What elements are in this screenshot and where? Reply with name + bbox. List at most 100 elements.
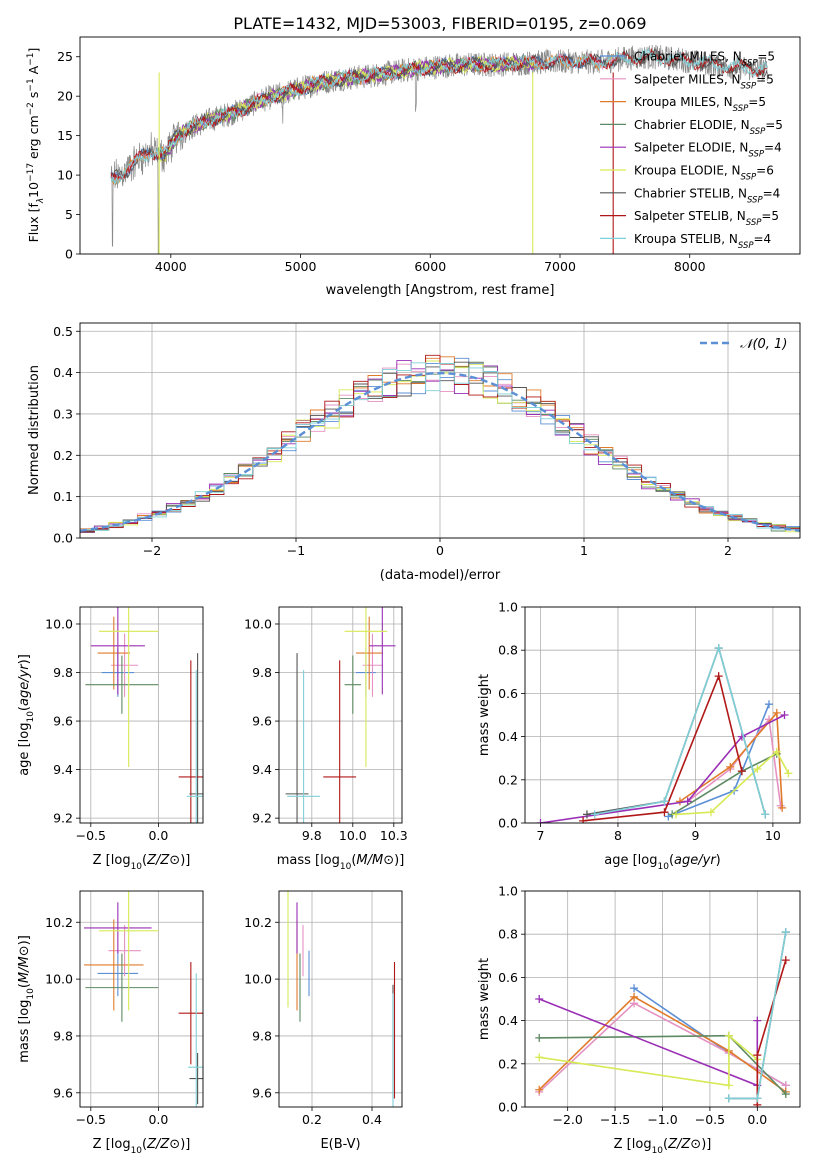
legend-label-kroupa-miles: Kroupa MILES, NSSP=5 [634,95,766,114]
series-marker [714,672,723,681]
mass_vs_Z-ytick-label: 9.8 [53,1028,73,1043]
mass_vs_Z-axes: −0.5 0.0 9.6 9.8 10.0 10.2 Z [log10(Z/Z⊙)] mass… [17,890,204,1156]
age_vs_Z-frame [79,606,204,824]
weight_vs_Z-plot-area [535,928,790,1107]
spectrum-legend: Chabrier MILES, NSSP=5 Salpeter MILES, NS… [600,50,783,251]
weight_vs_age-plot-area [536,644,793,823]
series-marker [660,808,669,817]
mass_vs_Z-point-kroupa-miles [84,919,144,1011]
weight_vs_age-xtick-label: 8 [614,828,622,843]
residuals-xtick-label: −1 [287,543,305,558]
mass_vs_ebv-ytick-label: 9.6 [252,1085,272,1100]
age-mass-xlabel: mass [log10(M/M⊙)] [277,853,405,872]
series-marker [535,1033,544,1042]
weight_vs_Z-axes: −2.0 −1.5 −1.0 −0.5 0.0 0.0 0.2 0.4 0.6 0.8 1.0 Z [… [477,884,801,1156]
age-z-xlabel: Z [log10(Z/Z⊙)] [93,853,191,872]
series-line [583,673,743,822]
figure-title: PLATE=1432, MJD=53003, FIBERID=0195, z=0… [233,14,646,33]
age-z-ylabel: age [log10(age/yr)] [17,654,36,776]
legend-label-kroupa-stelib: Kroupa STELIB, NSSP=4 [634,232,771,251]
series-marker [590,810,599,819]
age_vs_mass-point-kroupa-miles [356,616,383,690]
age_vs_Z-plot-area [85,607,203,823]
spectrum-ytick-label: 15 [57,128,73,143]
mass_vs_Z-point-salpeter-stelib [178,962,203,1065]
spectrum-ytick-label: 10 [57,168,73,183]
age_vs_mass-point-kroupa-elodie [344,607,388,768]
mass_vs_Z-ytick-label: 9.6 [53,1085,73,1100]
legend-label-chabrier-stelib: Chabrier STELIB, NSSP=4 [634,186,780,205]
weight_vs_age-axes: 7 8 9 10 0.0 0.2 0.4 0.6 0.8 1.0 age [log10(age/yr… [477,600,801,872]
age_vs_mass-point-salpeter-elodie [369,607,396,695]
spectrum-ytick-label: 20 [57,89,73,104]
age_vs_mass-ytick-label: 9.8 [252,665,272,680]
mass_vs_Z-xtick-label: 0.0 [148,1112,168,1127]
spectrum-xtick-label: 8000 [674,259,706,274]
weight_vs_Z-ytick-label: 1.0 [498,884,518,899]
series-marker [772,747,781,756]
spectrum-model-salpeter-stelib [110,48,768,181]
age_vs_Z-point-salpeter-miles [111,633,139,697]
mass_vs_Z-frame [79,890,204,1108]
series-marker [781,928,790,937]
age_vs_Z-point-kroupa-elodie [98,607,159,768]
weight_vs_age-ytick-label: 0.4 [498,729,518,744]
normal-curve [80,371,800,532]
residuals-axes: −2 −1 0 1 2 0.0 0.1 0.2 0.3 0.4 0.5 𝒩(0, 1) (data-mo… [27,322,801,583]
series-marker [672,810,681,819]
series-marker [535,995,544,1003]
age_vs_mass-xtick-label: 10.3 [380,828,408,843]
weight_vs_Z-ylabel: mass weight [477,958,492,1040]
age_vs_mass-xtick-label: 10.0 [339,828,367,843]
series-marker [784,769,793,778]
mass_vs_ebv-frame [278,890,403,1108]
series-marker [780,711,789,719]
series-marker [579,816,588,823]
mass_vs_Z-point-chabrier-miles [97,950,139,997]
spectrum-xtick-label: 5000 [285,259,317,274]
spectrum-ytick-label: 5 [65,207,73,222]
residuals-xtick-label: 1 [580,543,588,558]
weight_vs_age-ytick-label: 0.6 [498,686,518,701]
age_vs_Z-point-kroupa-miles [97,616,131,690]
series-marker [737,767,746,776]
weight_vs_age-ytick-label: 0.0 [498,816,518,831]
series-marker [772,708,781,717]
series-line [594,645,766,816]
weight_vs_age-frame [524,606,801,824]
series-line [586,645,766,816]
residual-legend-label: 𝒩(0, 1) [740,337,787,352]
series-marker [781,1090,790,1099]
age_vs_mass-axes: 9.8 10.0 10.3 9.2 9.4 9.6 9.8 10.0 mass [log10(M… [244,606,408,872]
residuals-ytick-label: 0.2 [53,448,73,463]
mass_vs_ebv-ytick-label: 9.8 [252,1028,272,1043]
series-marker [726,762,735,771]
mass_vs_Z-point-chabrier-elodie [85,953,159,1022]
series-marker [535,1053,544,1062]
weight_vs_age-ytick-label: 1.0 [498,600,518,615]
spectrum-xtick-label: 4000 [155,259,187,274]
mass_vs_ebv-ytick-label: 10.2 [244,915,272,930]
residuals-ytick-label: 0.0 [53,531,73,546]
weight_vs_age-series-kroupa-miles [675,708,787,812]
weight_vs_age-ytick-label: 0.2 [498,772,518,787]
spectrum-xtick-label: 6000 [414,259,446,274]
series-marker [753,1016,762,1025]
age_vs_Z-ytick-label: 10.0 [45,616,73,631]
age_vs_mass-xtick-label: 9.8 [302,828,322,843]
series-line [539,1033,758,1087]
weight_vs_Z-ytick-label: 0.4 [498,1013,518,1028]
age_vs_mass-point-kroupa-stelib [287,670,320,823]
spectrum-plot-area [110,44,768,254]
age_vs_Z-point-salpeter-stelib [178,660,203,823]
mass_vs_ebv-xtick-label: 0.4 [362,1112,382,1127]
weight-z-xlabel: Z [log10(Z/Z⊙)] [614,1137,712,1156]
weight_vs_age-series-kroupa-stelib [590,644,770,819]
weight_vs_age-xtick-label: 9 [691,828,699,843]
age_vs_Z-point-chabrier-elodie [85,655,159,714]
mass_vs_ebv-plot-area [287,891,396,1107]
residuals-plot-area [80,354,800,535]
legend-label-salpeter-miles: Salpeter MILES, NSSP=5 [634,72,774,91]
mass_vs_Z-point-kroupa-stelib [188,973,203,1107]
mass_vs_ebv-xtick-label: 0.2 [302,1112,322,1127]
